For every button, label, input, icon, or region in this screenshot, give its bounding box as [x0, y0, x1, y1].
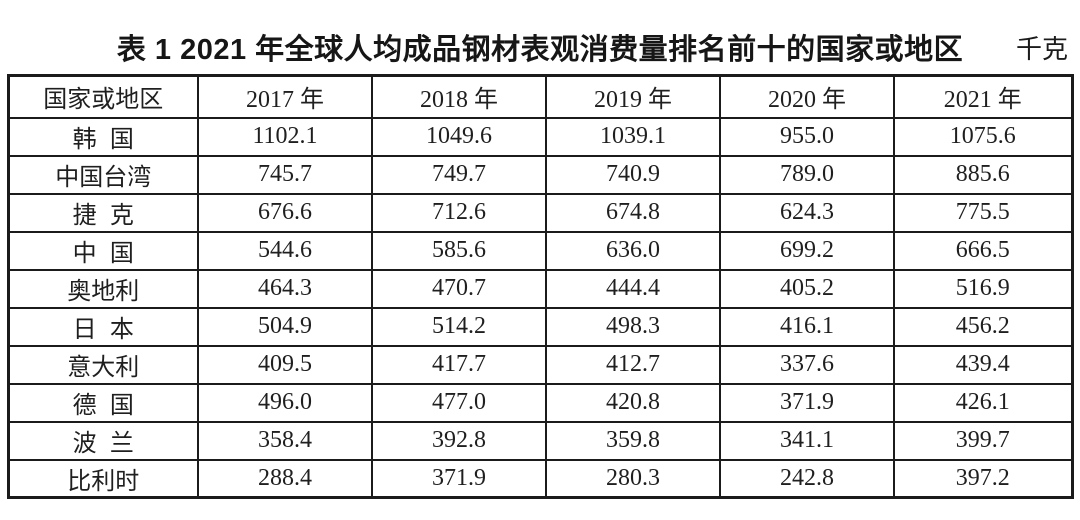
value-cell: 439.4: [893, 344, 1073, 385]
header-cell-year: 2017 年: [197, 74, 373, 119]
table-title: 表 1 2021 年全球人均成品钢材表观消费量排名前十的国家或地区: [116, 34, 964, 66]
value-cell: 544.6: [197, 230, 373, 271]
region-cell: 中国: [7, 230, 199, 271]
unit-label: 千克: [1015, 35, 1068, 64]
value-cell: 399.7: [893, 420, 1073, 461]
value-cell: 337.6: [719, 344, 895, 385]
value-cell: 1039.1: [545, 116, 721, 157]
value-cell: 426.1: [893, 382, 1073, 423]
value-cell: 1075.6: [893, 116, 1073, 157]
value-cell: 712.6: [371, 192, 547, 233]
value-cell: 775.5: [893, 192, 1073, 233]
region-cell: 德国: [7, 382, 199, 423]
table-row: 捷克 676.6 712.6 674.8 624.3 775.5: [7, 192, 1073, 233]
value-cell: 516.9: [893, 268, 1073, 309]
value-cell: 636.0: [545, 230, 721, 271]
value-cell: 456.2: [893, 306, 1073, 347]
header-cell-region: 国家或地区: [7, 74, 199, 119]
table-body: 韩国 1102.1 1049.6 1039.1 955.0 1075.6 中国台湾 745.7…: [7, 116, 1073, 499]
value-cell: 280.3: [545, 458, 721, 499]
value-cell: 740.9: [545, 154, 721, 195]
value-cell: 371.9: [719, 382, 895, 423]
value-cell: 585.6: [371, 230, 547, 271]
value-cell: 341.1: [719, 420, 895, 461]
region-cell: 意大利: [7, 344, 199, 385]
table-row: 中国台湾 745.7 749.7 740.9 789.0 885.6: [7, 154, 1073, 195]
table-row: 波兰 358.4 392.8 359.8 341.1 399.7: [7, 420, 1073, 461]
region-cell: 波兰: [7, 420, 199, 461]
value-cell: 745.7: [197, 154, 373, 195]
value-cell: 470.7: [371, 268, 547, 309]
value-cell: 666.5: [893, 230, 1073, 271]
region-cell: 奥地利: [7, 268, 199, 309]
region-cell: 日本: [7, 306, 199, 347]
value-cell: 409.5: [197, 344, 373, 385]
value-cell: 676.6: [197, 192, 373, 233]
table-row: 德国 496.0 477.0 420.8 371.9 426.1: [7, 382, 1073, 423]
region-cell: 比利时: [7, 458, 199, 499]
value-cell: 464.3: [197, 268, 373, 309]
value-cell: 417.7: [371, 344, 547, 385]
value-cell: 498.3: [545, 306, 721, 347]
value-cell: 392.8: [371, 420, 547, 461]
value-cell: 359.8: [545, 420, 721, 461]
table-row: 中国 544.6 585.6 636.0 699.2 666.5: [7, 230, 1073, 271]
table-row: 奥地利 464.3 470.7 444.4 405.2 516.9: [7, 268, 1073, 309]
value-cell: 242.8: [719, 458, 895, 499]
header-cell-year: 2019 年: [545, 74, 721, 119]
region-cell: 捷克: [7, 192, 199, 233]
header-cell-year: 2021 年: [893, 74, 1073, 119]
value-cell: 288.4: [197, 458, 373, 499]
value-cell: 885.6: [893, 154, 1073, 195]
data-table: 国家或地区 2017 年 2018 年 2019 年 2020 年 2021 年 韩国 11…: [6, 74, 1074, 499]
value-cell: 955.0: [719, 116, 895, 157]
title-row: 表 1 2021 年全球人均成品钢材表观消费量排名前十的国家或地区 千克: [0, 26, 1080, 66]
value-cell: 496.0: [197, 382, 373, 423]
table-row: 韩国 1102.1 1049.6 1039.1 955.0 1075.6: [7, 116, 1073, 157]
value-cell: 624.3: [719, 192, 895, 233]
value-cell: 504.9: [197, 306, 373, 347]
table-row: 比利时 288.4 371.9 280.3 242.8 397.2: [7, 458, 1073, 499]
value-cell: 789.0: [719, 154, 895, 195]
region-cell: 中国台湾: [7, 154, 199, 195]
value-cell: 477.0: [371, 382, 547, 423]
value-cell: 1049.6: [371, 116, 547, 157]
value-cell: 416.1: [719, 306, 895, 347]
value-cell: 699.2: [719, 230, 895, 271]
value-cell: 674.8: [545, 192, 721, 233]
value-cell: 371.9: [371, 458, 547, 499]
value-cell: 444.4: [545, 268, 721, 309]
table-row: 日本 504.9 514.2 498.3 416.1 456.2: [7, 306, 1073, 347]
value-cell: 1102.1: [197, 116, 373, 157]
value-cell: 405.2: [719, 268, 895, 309]
value-cell: 397.2: [893, 458, 1073, 499]
value-cell: 749.7: [371, 154, 547, 195]
value-cell: 358.4: [197, 420, 373, 461]
value-cell: 514.2: [371, 306, 547, 347]
table-row: 意大利 409.5 417.7 412.7 337.6 439.4: [7, 344, 1073, 385]
region-cell: 韩国: [7, 116, 199, 157]
header-cell-year: 2018 年: [371, 74, 547, 119]
header-row: 国家或地区 2017 年 2018 年 2019 年 2020 年 2021 年: [7, 74, 1073, 119]
value-cell: 412.7: [545, 344, 721, 385]
value-cell: 420.8: [545, 382, 721, 423]
header-cell-year: 2020 年: [719, 74, 895, 119]
